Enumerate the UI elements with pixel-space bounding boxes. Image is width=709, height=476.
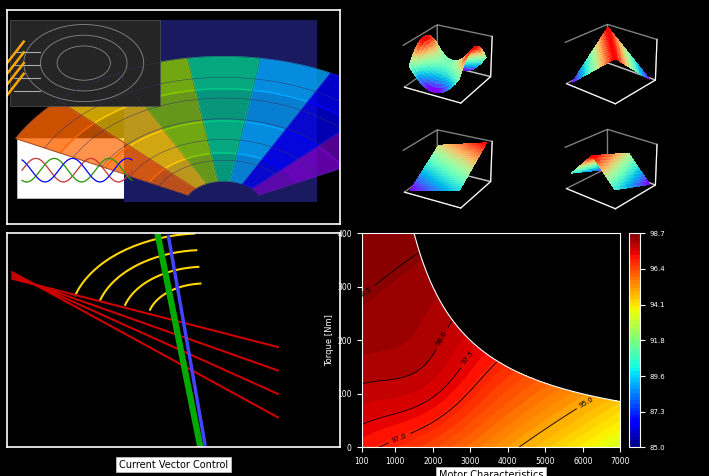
Polygon shape — [307, 73, 389, 123]
Polygon shape — [130, 130, 186, 169]
Polygon shape — [283, 146, 342, 182]
Polygon shape — [118, 59, 195, 101]
Polygon shape — [140, 90, 203, 130]
Text: 98.0: 98.0 — [435, 330, 449, 347]
Polygon shape — [242, 159, 283, 188]
Text: Parameter Mapping: Parameter Mapping — [480, 236, 576, 246]
Polygon shape — [186, 154, 218, 184]
Text: 97.0: 97.0 — [391, 433, 408, 444]
Bar — [123, 20, 317, 202]
Polygon shape — [230, 154, 262, 184]
Text: Motor Characteristics: Motor Characteristics — [439, 470, 543, 476]
Polygon shape — [60, 123, 130, 168]
Polygon shape — [252, 59, 330, 101]
Polygon shape — [237, 122, 284, 159]
Text: 98.5: 98.5 — [357, 286, 373, 300]
Polygon shape — [262, 130, 318, 169]
Polygon shape — [252, 169, 298, 195]
Polygon shape — [187, 57, 260, 90]
Polygon shape — [163, 122, 211, 159]
Polygon shape — [150, 169, 196, 195]
Polygon shape — [353, 100, 432, 153]
X-axis label: Speed [rpm]: Speed [rpm] — [464, 472, 518, 476]
Polygon shape — [164, 159, 206, 188]
Polygon shape — [16, 100, 94, 153]
Polygon shape — [59, 73, 140, 123]
Polygon shape — [94, 101, 163, 146]
Polygon shape — [195, 89, 252, 122]
Y-axis label: Torque [Nm]: Torque [Nm] — [325, 315, 335, 366]
Polygon shape — [245, 90, 307, 130]
Text: 95.0: 95.0 — [579, 396, 595, 409]
Text: Motor-inverter Model: Motor-inverter Model — [123, 236, 225, 246]
Text: Current Vector Control: Current Vector Control — [119, 459, 228, 470]
Bar — [11, 20, 160, 106]
Polygon shape — [318, 123, 387, 168]
Polygon shape — [284, 101, 353, 146]
Bar — [17, 138, 134, 198]
Polygon shape — [203, 121, 245, 154]
Polygon shape — [105, 146, 164, 182]
Polygon shape — [211, 153, 237, 181]
Text: 97.5: 97.5 — [461, 349, 475, 366]
